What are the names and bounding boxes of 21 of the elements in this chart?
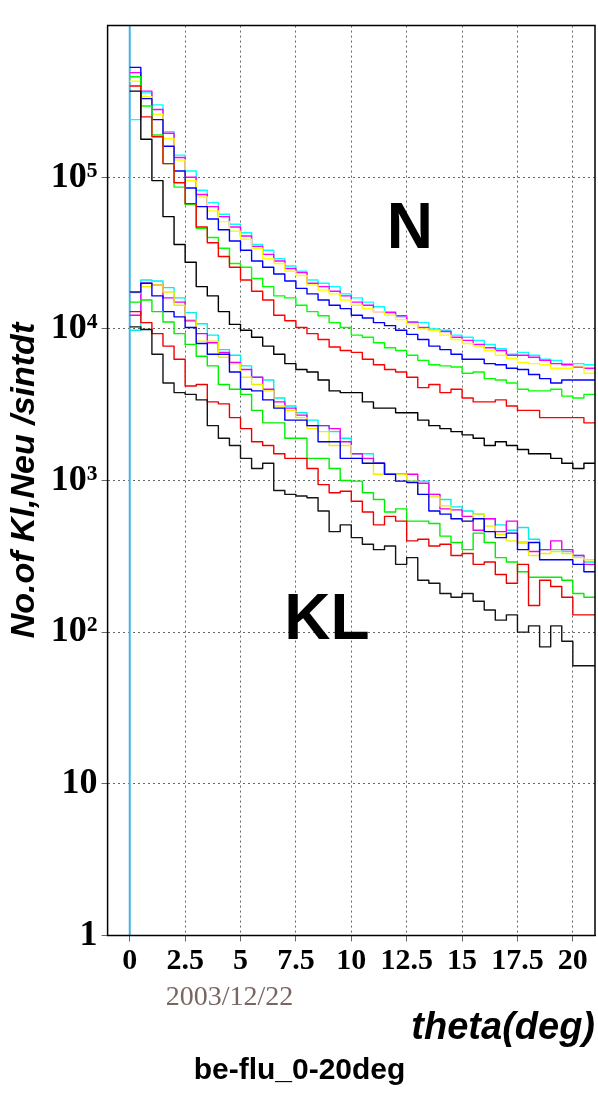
x-tick-label: 12.5 bbox=[380, 942, 433, 976]
y-tick-label: 10⁵ bbox=[50, 154, 98, 195]
x-tick-label: 17.5 bbox=[491, 942, 544, 976]
text: 2003/12/22 bbox=[165, 979, 294, 1011]
y-tick-label: 10⁴ bbox=[50, 306, 98, 347]
x-tick-label: 2.5 bbox=[166, 942, 204, 976]
y-tick-label: 10³ bbox=[50, 457, 98, 498]
x-axis-title: theta(deg) bbox=[411, 1004, 595, 1047]
x-tick-label: 20 bbox=[557, 942, 588, 976]
x-tick-label: 7.5 bbox=[277, 942, 315, 976]
x-tick-label: 10 bbox=[336, 942, 367, 976]
text: be-flu_0-20deg bbox=[193, 1052, 406, 1086]
y-tick-label: 10² bbox=[50, 609, 98, 650]
y-axis-title: No.of Kl,Neu /sintdt bbox=[2, 321, 41, 639]
annotation: KL bbox=[284, 581, 370, 654]
x-tick-label: 0 bbox=[122, 942, 138, 976]
y-tick-label: 10 bbox=[61, 761, 98, 802]
y-tick-label: 1 bbox=[79, 912, 98, 953]
x-tick-label: 5 bbox=[233, 942, 249, 976]
annotation: N bbox=[386, 189, 433, 262]
x-tick-label: 15 bbox=[447, 942, 478, 976]
